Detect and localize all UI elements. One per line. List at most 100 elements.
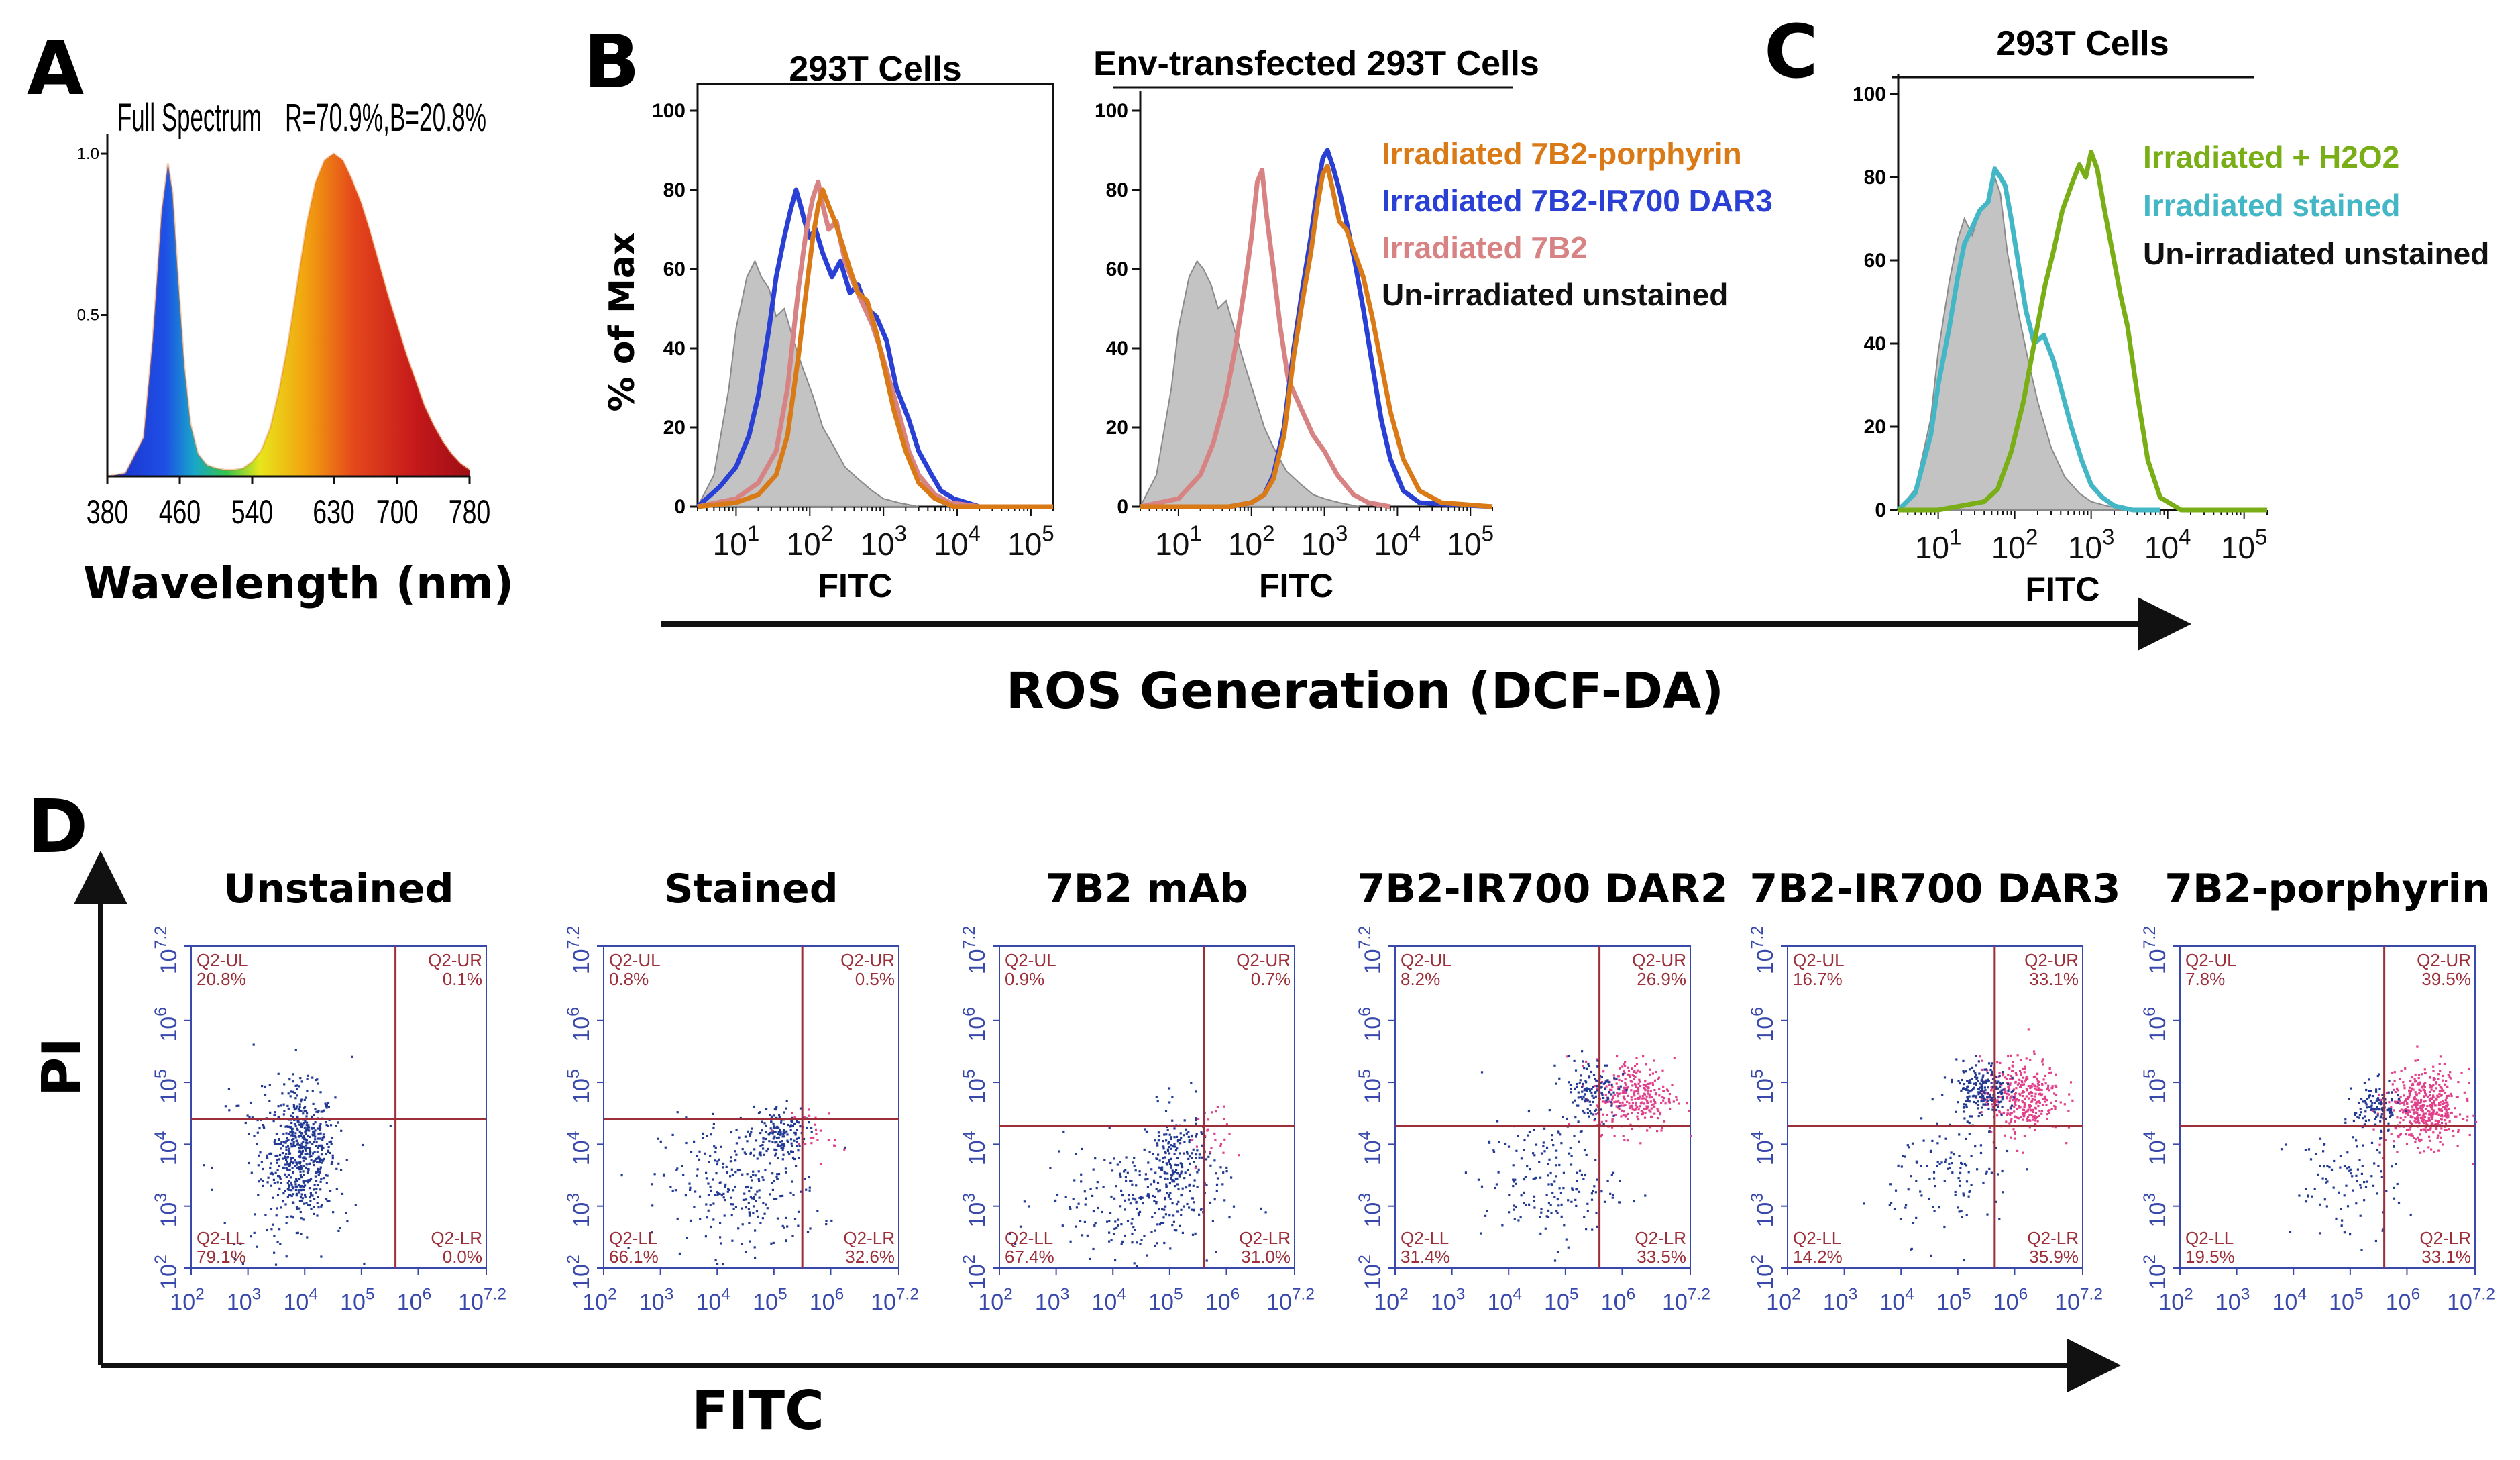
scatter-point [1192, 1148, 1195, 1151]
scatter-point [1180, 1172, 1183, 1175]
scatter-point [1969, 1081, 1972, 1084]
legend-entry: Irradiated 7B2-porphyrin [1382, 136, 1742, 171]
quadrant-ur-name: Q2-UR [840, 950, 895, 970]
scatter-point [1619, 1067, 1621, 1070]
scatter-point [302, 1159, 305, 1162]
scatter-point [2040, 1094, 2042, 1097]
scatter-point [290, 1181, 292, 1184]
scatter-point [1574, 1198, 1577, 1201]
scatter-point [303, 1106, 307, 1108]
scatter-point [716, 1263, 719, 1265]
scatter-point [1601, 1100, 1604, 1103]
scatter-point [345, 1212, 347, 1214]
scatter-point [2348, 1166, 2351, 1169]
scatter-point [713, 1145, 716, 1148]
scatter-point [702, 1137, 704, 1139]
scatter-point [1615, 1078, 1618, 1080]
scatter-point [2025, 1076, 2028, 1078]
scatter-point [1947, 1167, 1949, 1170]
scatter-point [1174, 1145, 1176, 1148]
scatter-point [1625, 1088, 1628, 1090]
scatter-point [1124, 1169, 1127, 1172]
scatter-point [320, 1153, 323, 1156]
scatter-point [1207, 1128, 1209, 1131]
histogram-ytick-label: 20 [1106, 417, 1128, 439]
scatter-point [714, 1159, 716, 1162]
scatter-point [1579, 1079, 1582, 1082]
scatter-point [322, 1177, 325, 1180]
scatter-point [262, 1124, 264, 1127]
scatter-point [2417, 1114, 2420, 1117]
scatter-point [1978, 1072, 1981, 1075]
scatter-point [2365, 1180, 2368, 1183]
scatter-ytick-label: 104 [960, 1131, 990, 1165]
scatter-point [337, 1229, 340, 1232]
scatter-point [2432, 1131, 2435, 1134]
scatter-point [1230, 1176, 1233, 1179]
scatter-point [1148, 1196, 1150, 1199]
scatter-point [1975, 1084, 1977, 1086]
scatter-point [290, 1121, 293, 1125]
scatter-point [1651, 1082, 1654, 1084]
scatter-point [2438, 1090, 2441, 1093]
scatter-point [1138, 1170, 1141, 1173]
scatter-point [1069, 1240, 1072, 1243]
scatter-point [1957, 1101, 1959, 1104]
scatter-point [2354, 1114, 2356, 1116]
scatter-point [299, 1156, 302, 1159]
scatter-point [258, 1154, 260, 1157]
scatter-point [1216, 1177, 1219, 1180]
scatter-point [1654, 1093, 1657, 1096]
scatter-point [1507, 1145, 1511, 1148]
scatter-point [257, 1194, 260, 1196]
scatter-point [699, 1218, 702, 1220]
scatter-point [1963, 1259, 1965, 1262]
scatter-ytick-exp: 6 [1748, 1007, 1767, 1016]
scatter-point [317, 1147, 319, 1149]
scatter-point [1995, 1200, 1997, 1203]
scatter-point [1181, 1231, 1184, 1234]
scatter-point [1965, 1164, 1968, 1167]
scatter-point [1610, 1174, 1613, 1176]
scatter-point [1168, 1087, 1171, 1090]
scatter-ytick-label: 104 [152, 1131, 182, 1165]
scatter-point [2028, 1126, 2031, 1129]
scatter-point [1633, 1092, 1635, 1095]
scatter-point [2071, 1099, 2074, 1102]
scatter-point [780, 1147, 783, 1149]
scatter-point [1519, 1216, 1522, 1219]
scatter-ytick-exp: 6 [564, 1007, 583, 1016]
scatter-ytick-label: 105 [152, 1069, 182, 1104]
scatter-ytick-label: 103 [2140, 1193, 2171, 1228]
spectrum-xtick-label: 540 [231, 494, 274, 531]
scatter-point [1973, 1086, 1975, 1089]
scatter-point [1940, 1161, 1943, 1164]
scatter-point [762, 1178, 765, 1181]
scatter-point [2001, 1169, 2004, 1173]
scatter-point [1626, 1086, 1629, 1089]
scatter-point [305, 1149, 307, 1152]
scatter-point [315, 1141, 318, 1143]
histogram-xtick-label: 102 [1991, 525, 2038, 565]
scatter-point [253, 1135, 256, 1137]
scatter-point [2046, 1113, 2048, 1116]
scatter-point [1986, 1100, 1989, 1103]
scatter-ytick-base: 10 [2145, 1202, 2171, 1228]
scatter-point [1548, 1109, 1551, 1112]
scatter-point [314, 1175, 317, 1178]
scatter-point [1131, 1232, 1134, 1235]
scatter-point [323, 1109, 325, 1112]
scatter-point [1533, 1154, 1536, 1157]
scatter-point [325, 1174, 327, 1177]
scatter-point [2022, 1090, 2024, 1092]
scatter-point [2018, 1105, 2020, 1108]
scatter-xtick-label-exp: 6 [835, 1286, 844, 1304]
scatter-point [2411, 1108, 2414, 1111]
scatter-point [1174, 1170, 1176, 1174]
scatter-point [1662, 1099, 1665, 1102]
scatter-point [1586, 1088, 1588, 1090]
scatter-point [2377, 1108, 2380, 1110]
scatter-point [2393, 1140, 2395, 1143]
scatter-point [294, 1165, 296, 1167]
scatter-point [1154, 1229, 1156, 1232]
